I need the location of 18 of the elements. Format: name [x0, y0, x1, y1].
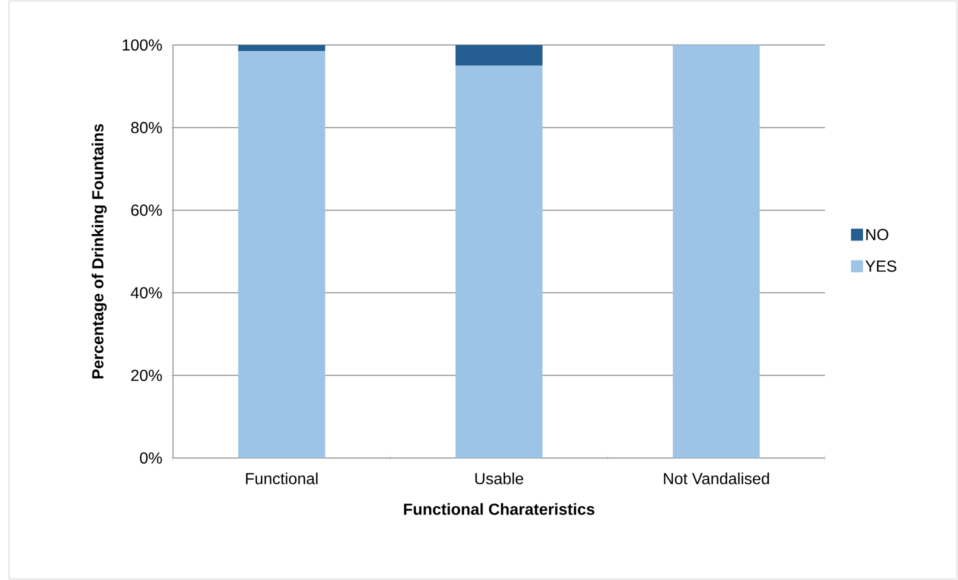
y-tick-label: 60% — [131, 204, 162, 216]
legend-label: NO — [866, 228, 888, 240]
bar — [238, 51, 326, 458]
x-tick-label: Functional — [246, 472, 318, 484]
y-tick-label: 100% — [122, 39, 162, 51]
x-axis-title: Functional Charateristics — [404, 503, 594, 515]
bar — [456, 44, 542, 66]
y-axis-title: Percentage of Drinking Fountains — [92, 124, 107, 378]
bar — [456, 66, 542, 458]
y-tick-label: 80% — [131, 122, 162, 134]
legend-label: YES — [865, 260, 896, 272]
y-tick-label: 20% — [131, 370, 162, 382]
bar — [238, 44, 326, 52]
bar — [672, 44, 760, 458]
y-tick-label: 0% — [140, 452, 162, 464]
x-tick-label: Usable — [475, 472, 524, 484]
x-tick-label: Not Vandalised — [664, 472, 769, 484]
y-tick-label: 40% — [130, 287, 162, 298]
